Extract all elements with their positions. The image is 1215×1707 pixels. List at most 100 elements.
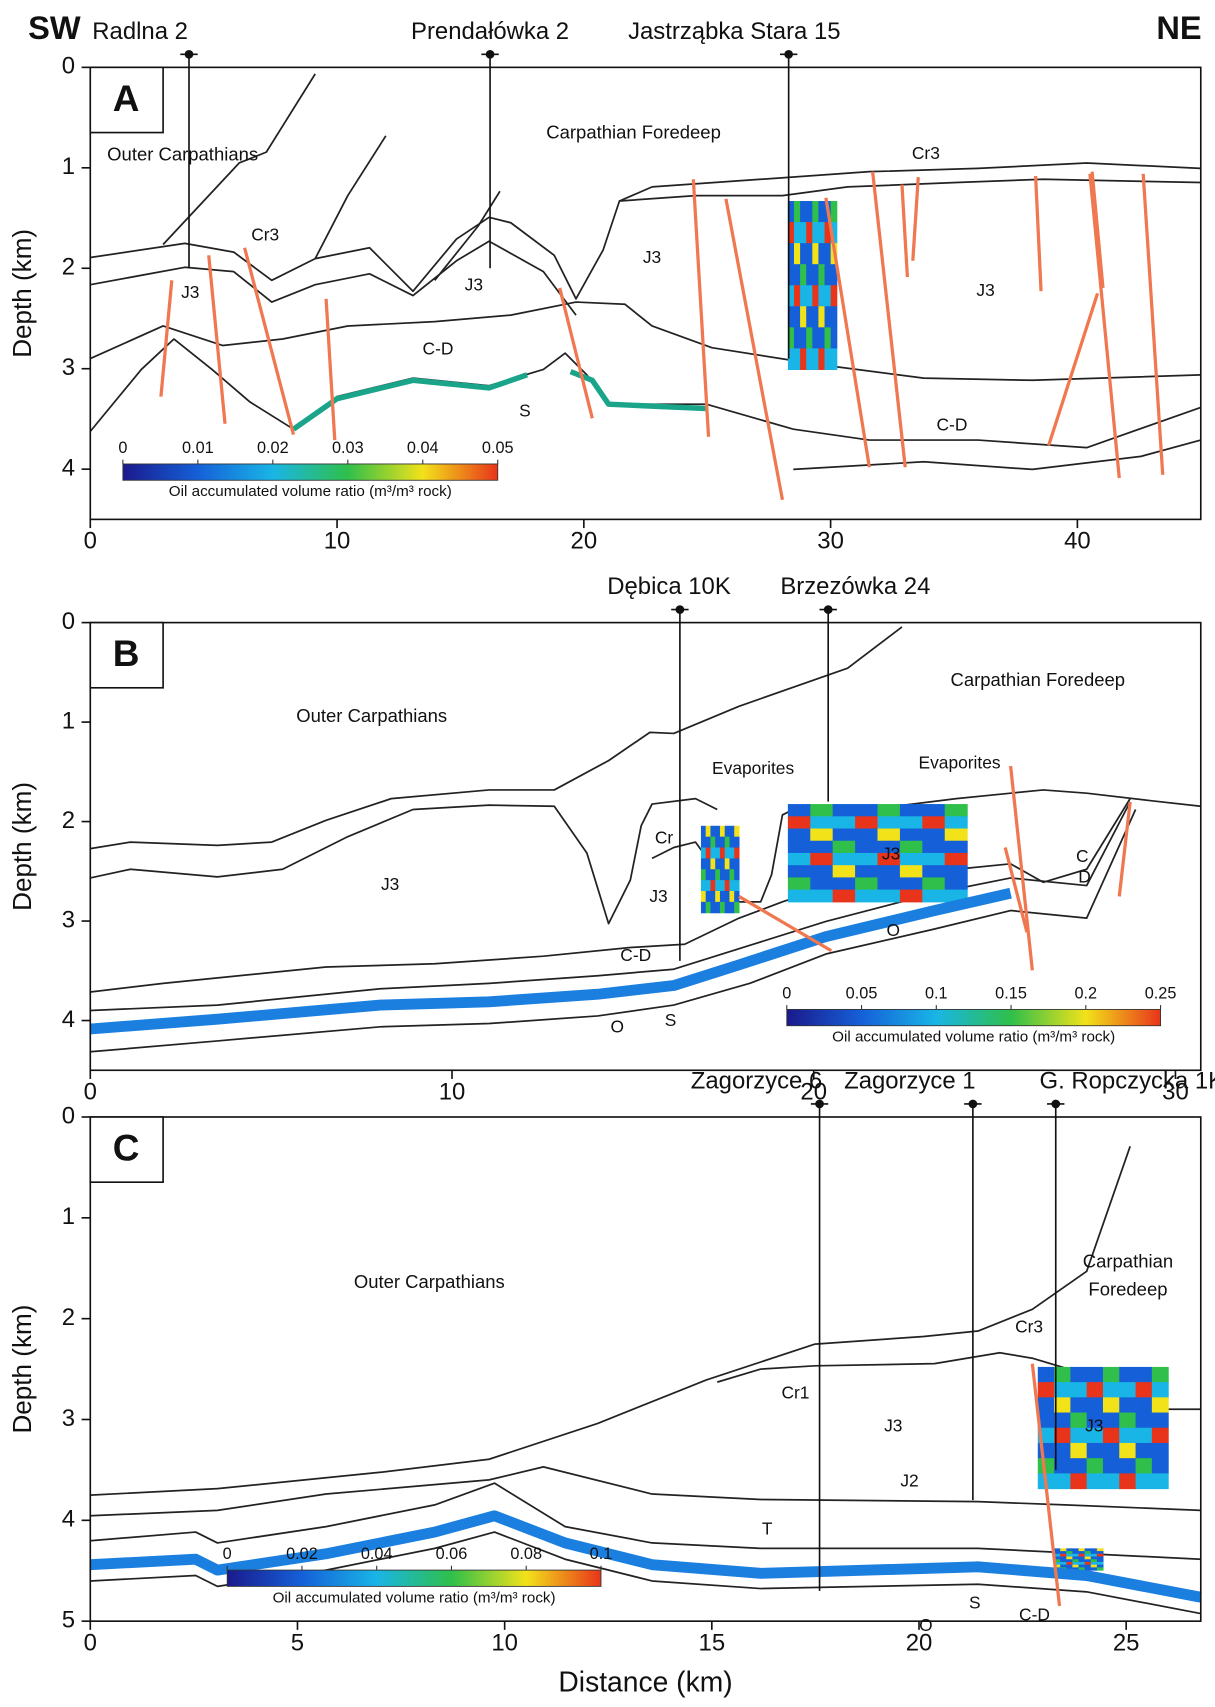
oil-cell [734, 836, 740, 849]
oil-cell [1096, 1551, 1104, 1555]
oil-cell [824, 222, 832, 244]
oil-cell [793, 348, 801, 370]
oil-cell [899, 828, 923, 842]
annotation: J3 [643, 247, 661, 267]
oil-cell [705, 880, 711, 892]
colorbar [226, 1569, 602, 1587]
colorbar-title: Oil accumulated volume ratio (m³/m³ rock… [169, 483, 452, 500]
oil-cell [1037, 1412, 1055, 1429]
oil-cell [1072, 1564, 1080, 1568]
well-name: Jastrząbka Stara 15 [628, 18, 840, 45]
oil-cell [1084, 1567, 1092, 1571]
colorbar-tick-label: 0.04 [407, 439, 439, 457]
oil-cell [1090, 1553, 1098, 1558]
oil-cell [806, 264, 813, 286]
fault [911, 177, 920, 261]
oil-cell [922, 852, 946, 866]
oil-cell [1054, 1366, 1071, 1383]
oil-cell [800, 222, 807, 244]
oil-cell [787, 865, 811, 878]
oil-cell [710, 869, 716, 881]
y-tick-label: 1 [62, 1203, 75, 1230]
oil-cell [922, 877, 946, 891]
oil-cell [715, 858, 721, 870]
horizon-line [89, 338, 1202, 449]
oil-cell [1066, 1553, 1073, 1558]
oil-cell [719, 858, 726, 870]
oil-cell [787, 264, 795, 286]
oil-cell [710, 825, 716, 838]
annotation: Carpathian Foredeep [546, 122, 721, 143]
y-tick-label: 3 [62, 354, 75, 381]
oil-cell [787, 306, 795, 328]
colorbar-tick-label: 0.1 [590, 1545, 613, 1563]
oil-cell [1070, 1473, 1088, 1490]
oil-cell [830, 285, 838, 307]
oil-cell [710, 880, 716, 892]
oil-cell [818, 201, 826, 223]
oil-cell [818, 348, 826, 370]
oil-cell [700, 901, 707, 914]
annotation: J2 [900, 1471, 918, 1491]
fault [1141, 173, 1165, 475]
oil-cell [1060, 1553, 1067, 1558]
oil-cell [806, 222, 813, 244]
y-tick-label: 3 [62, 906, 75, 933]
oil-cell [1060, 1559, 1067, 1563]
oil-cell [1066, 1548, 1073, 1552]
oil-cell [1151, 1382, 1169, 1398]
annotation: S [665, 1010, 677, 1030]
panel-label: C [113, 1127, 140, 1168]
horizon-line [434, 190, 501, 281]
oil-cell [899, 852, 923, 866]
colorbar-title: Oil accumulated volume ratio (m³/m³ rock… [273, 1589, 556, 1606]
oil-cell [1084, 1556, 1092, 1560]
oil-cell [729, 869, 735, 881]
oil-cell [810, 816, 834, 830]
oil-cell [700, 847, 707, 859]
oil-cell [1135, 1397, 1153, 1414]
colorbar-tick-label: 0.06 [436, 1545, 468, 1563]
oil-cell [922, 865, 946, 878]
oil-cell [1151, 1442, 1169, 1459]
y-axis-title: Depth (km) [7, 229, 37, 358]
oil-cell [818, 327, 826, 349]
oil-cell [855, 828, 879, 842]
plot-frame [89, 621, 1202, 1072]
horizon-line [90, 1465, 1201, 1517]
oil-cell [1151, 1397, 1169, 1414]
oil-cell [800, 348, 807, 370]
y-tick-label: 2 [62, 1304, 75, 1331]
oil-cell [1054, 1442, 1071, 1459]
oil-cell [1096, 1564, 1104, 1568]
oil-cell [700, 858, 707, 870]
oil-cell [1086, 1442, 1104, 1459]
annotation: O [887, 920, 901, 940]
y-tick-label: 3 [62, 1405, 75, 1432]
oil-cell [1102, 1412, 1120, 1429]
oil-cell [793, 285, 801, 307]
oil-cell [1090, 1548, 1098, 1552]
oil-cell [734, 901, 740, 914]
colorbar-tick-label: 0.05 [846, 985, 878, 1003]
colorbar-title: Oil accumulated volume ratio (m³/m³ rock… [832, 1029, 1115, 1046]
oil-cell [855, 889, 879, 903]
colorbar-tick-label: 0.02 [286, 1545, 318, 1563]
well-name: G. Ropczycka 1K [1040, 1068, 1215, 1095]
oil-cell [800, 327, 807, 349]
oil-cell [1135, 1412, 1153, 1429]
oil-cell [1037, 1458, 1055, 1474]
oil-cell [832, 816, 856, 830]
oil-cell [715, 825, 721, 838]
side-label: NE [1156, 9, 1201, 46]
oil-cell [855, 804, 879, 817]
y-tick-label: 0 [62, 53, 75, 80]
annotation: Outer Carpathians [296, 705, 447, 726]
oil-cell [1096, 1553, 1104, 1558]
oil-cell [830, 306, 838, 328]
oil-cell [830, 201, 838, 223]
horizon-line [619, 162, 1201, 202]
oil-band [569, 369, 707, 412]
panel-box [89, 621, 164, 689]
